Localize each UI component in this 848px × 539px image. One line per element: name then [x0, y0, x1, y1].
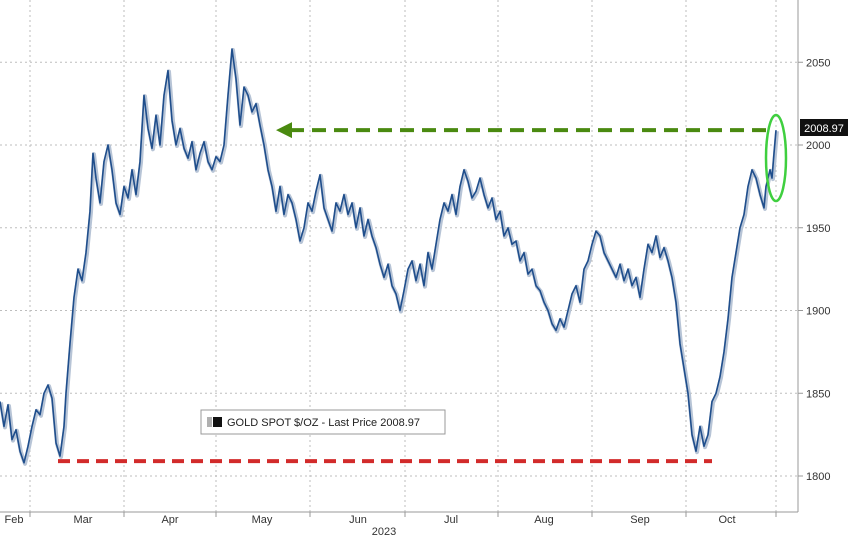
y-tick-label: 1950 — [806, 223, 830, 235]
x-tick-label: Feb — [5, 514, 24, 526]
legend-text: GOLD SPOT $/OZ - Last Price 2008.97 — [227, 417, 420, 429]
last-price-label: 2008.97 — [804, 123, 844, 135]
y-tick-label: 1900 — [806, 306, 830, 318]
x-tick-label: Jul — [444, 514, 458, 526]
reference-lines — [58, 113, 788, 464]
legend: GOLD SPOT $/OZ - Last Price 2008.97 — [200, 409, 446, 435]
last-price-box: 2008.97 — [800, 119, 848, 136]
x-tick-label: Mar — [74, 514, 93, 526]
grid — [0, 0, 798, 512]
x-tick-labels: Feb Mar Apr May Jun Jul Aug Sep Oct — [5, 512, 777, 526]
green-arrowhead — [276, 122, 292, 139]
x-tick-label: Sep — [630, 514, 650, 526]
y-tick-label: 1800 — [806, 471, 830, 483]
x-tick-label: Oct — [718, 514, 735, 526]
last-price-bg — [800, 119, 848, 136]
y-tick-label: 2050 — [806, 57, 830, 69]
x-tick-label: Jun — [349, 514, 367, 526]
legend-swatch — [213, 417, 222, 427]
legend-swatch-shadow — [207, 417, 212, 427]
year-label: 2023 — [372, 526, 396, 538]
series — [0, 48, 779, 466]
y-tick-label: 2000 — [806, 140, 830, 152]
highlight-circle — [764, 113, 788, 203]
x-tick-label: Apr — [161, 514, 178, 526]
y-tick-label: 1850 — [806, 388, 830, 400]
series-line — [0, 48, 777, 464]
x-tick-label: Aug — [534, 514, 554, 526]
y-tick-labels: 1800 1850 1900 1950 2000 2050 — [798, 57, 830, 483]
legend-box — [200, 409, 446, 435]
x-tick-label: May — [252, 514, 273, 526]
